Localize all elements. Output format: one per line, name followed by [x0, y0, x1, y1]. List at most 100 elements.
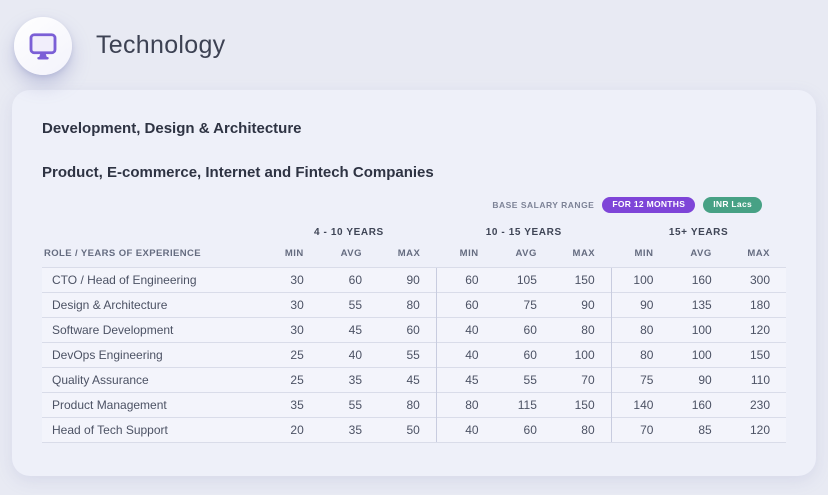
- value-cell: 40: [319, 342, 379, 368]
- category-icon-badge: [14, 16, 72, 75]
- value-cell: 100: [669, 342, 728, 368]
- avg-column-header: AVG: [515, 248, 537, 259]
- value-cell: 45: [378, 367, 437, 393]
- role-cell: Quality Assurance: [42, 367, 262, 393]
- value-cell: 55: [494, 367, 553, 393]
- value-cell: 140: [610, 392, 670, 418]
- salary-table-body: CTO / Head of Engineering 30 60 90 60 105 150 1…: [42, 267, 786, 443]
- value-cell: 80: [378, 392, 437, 418]
- value-cell: 180: [727, 292, 786, 318]
- min-column-header: MIN: [634, 248, 654, 259]
- value-cell: 60: [435, 267, 495, 293]
- value-cell: 80: [552, 317, 612, 343]
- group-header-15-plus-years: 15+ YEARS: [668, 227, 729, 238]
- table-row: Product Management 35 55 80 80 115 150 140 160 23…: [42, 392, 786, 418]
- subsection-heading: Product, E-commerce, Internet and Fintec…: [42, 164, 434, 181]
- value-cell: 70: [610, 417, 670, 443]
- value-cell: 160: [669, 392, 728, 418]
- value-cell: 25: [261, 342, 320, 368]
- value-cell: 75: [610, 367, 670, 393]
- value-cell: 35: [319, 367, 379, 393]
- value-cell: 135: [669, 292, 728, 318]
- value-cell: 80: [610, 342, 670, 368]
- badge-row: BASE SALARY RANGE FOR 12 MONTHS INR Lacs: [42, 196, 786, 214]
- value-cell: 230: [727, 392, 786, 418]
- value-cell: 50: [378, 417, 437, 443]
- value-cell: 75: [494, 292, 553, 318]
- value-cell: 45: [319, 317, 379, 343]
- page-title: Technology: [96, 31, 226, 59]
- value-cell: 60: [435, 292, 495, 318]
- salary-table-head: 4 - 10 YEARS 10 - 15 YEARS 15+ YEARS ROL…: [42, 222, 786, 268]
- value-cell: 35: [319, 417, 379, 443]
- column-header-row: ROLE / YEARS OF EXPERIENCE MIN AVG MAX M…: [42, 245, 786, 268]
- value-cell: 30: [261, 292, 320, 318]
- value-cell: 115: [494, 392, 553, 418]
- value-cell: 160: [669, 267, 728, 293]
- value-cell: 20: [261, 417, 320, 443]
- value-cell: 80: [552, 417, 612, 443]
- value-cell: 35: [261, 392, 320, 418]
- page-header: Technology: [0, 0, 828, 78]
- value-cell: 30: [261, 317, 320, 343]
- value-cell: 120: [727, 417, 786, 443]
- value-cell: 40: [435, 317, 495, 343]
- max-column-header: MAX: [572, 248, 596, 259]
- value-cell: 150: [552, 267, 612, 293]
- value-cell: 25: [261, 367, 320, 393]
- value-cell: 90: [669, 367, 728, 393]
- value-cell: 80: [378, 292, 437, 318]
- min-column-header: MIN: [459, 248, 479, 259]
- role-cell: Head of Tech Support: [42, 417, 262, 443]
- value-cell: 100: [610, 267, 670, 293]
- value-cell: 60: [494, 342, 553, 368]
- monitor-icon: [29, 32, 57, 59]
- value-cell: 100: [552, 342, 612, 368]
- period-badge: FOR 12 MONTHS: [602, 197, 696, 213]
- table-row: DevOps Engineering 25 40 55 40 60 100 80 100 150: [42, 342, 786, 368]
- value-cell: 85: [669, 417, 728, 443]
- role-cell: Design & Architecture: [42, 292, 262, 318]
- value-cell: 105: [494, 267, 553, 293]
- avg-column-header: AVG: [690, 248, 712, 259]
- value-cell: 150: [552, 392, 612, 418]
- value-cell: 60: [378, 317, 437, 343]
- role-cell: Product Management: [42, 392, 262, 418]
- value-cell: 90: [552, 292, 612, 318]
- group-header-4-10-years: 4 - 10 YEARS: [313, 227, 384, 238]
- section-heading: Development, Design & Architecture: [42, 120, 302, 137]
- table-row: CTO / Head of Engineering 30 60 90 60 105 150 1…: [42, 267, 786, 293]
- value-cell: 90: [378, 267, 437, 293]
- avg-column-header: AVG: [340, 248, 363, 259]
- min-column-header: MIN: [284, 248, 304, 259]
- value-cell: 80: [610, 317, 670, 343]
- currency-badge: INR Lacs: [703, 197, 762, 213]
- value-cell: 120: [727, 317, 786, 343]
- value-cell: 55: [319, 292, 379, 318]
- role-cell: Software Development: [42, 317, 262, 343]
- table-row: Quality Assurance 25 35 45 45 55 70 75 90 110: [42, 367, 786, 393]
- value-cell: 40: [435, 342, 495, 368]
- value-cell: 90: [610, 292, 670, 318]
- base-salary-range-label: BASE SALARY RANGE: [492, 200, 595, 210]
- value-cell: 110: [727, 367, 786, 393]
- value-cell: 80: [435, 392, 495, 418]
- value-cell: 300: [727, 267, 786, 293]
- value-cell: 70: [552, 367, 612, 393]
- group-header-row: 4 - 10 YEARS 10 - 15 YEARS 15+ YEARS: [42, 222, 786, 245]
- value-cell: 60: [494, 417, 553, 443]
- value-cell: 60: [494, 317, 553, 343]
- value-cell: 30: [261, 267, 320, 293]
- table-row: Software Development 30 45 60 40 60 80 80 100 120: [42, 317, 786, 343]
- salary-report-card: Development, Design & Architecture Produ…: [12, 90, 816, 476]
- value-cell: 150: [727, 342, 786, 368]
- value-cell: 55: [378, 342, 437, 368]
- table-row: Design & Architecture 30 55 80 60 75 90 90 135 18…: [42, 292, 786, 318]
- group-header-10-15-years: 10 - 15 YEARS: [485, 227, 562, 238]
- value-cell: 45: [435, 367, 495, 393]
- value-cell: 100: [669, 317, 728, 343]
- value-cell: 55: [319, 392, 379, 418]
- value-cell: 40: [435, 417, 495, 443]
- role-column-header: ROLE / YEARS OF EXPERIENCE: [44, 248, 201, 259]
- role-cell: DevOps Engineering: [42, 342, 262, 368]
